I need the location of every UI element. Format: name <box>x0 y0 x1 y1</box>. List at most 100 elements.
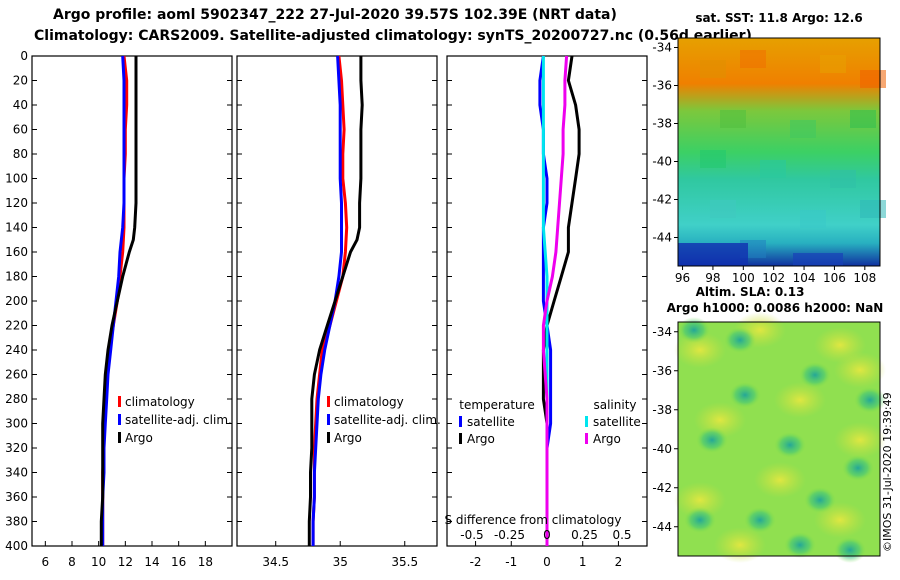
sla-map-patch <box>774 432 806 458</box>
chart-title-line2: Climatology: CARS2009. Satellite-adjuste… <box>34 28 752 44</box>
sla-map-lat-label: -40 <box>652 442 672 456</box>
legend-swatch <box>585 416 588 427</box>
sst-map-lat-label: -42 <box>652 193 672 207</box>
sst-map-lon-label: 98 <box>705 271 720 285</box>
legend-heading-temperature: temperature <box>459 398 534 412</box>
sst-map-lon-label: 108 <box>853 271 876 285</box>
y-tick-label: 40 <box>13 98 28 112</box>
sla-map-patch <box>714 527 766 563</box>
legend-label: climatology <box>334 395 404 409</box>
sla-map-lat-label: -44 <box>652 520 672 534</box>
x-tick-label: 8 <box>68 555 76 569</box>
x-tick-label: 35.5 <box>391 555 418 569</box>
sst-map-lon-label: 106 <box>823 271 846 285</box>
legend-label: Argo <box>125 431 153 445</box>
s-axis-label: S difference from climatology <box>445 513 622 527</box>
sst-map-lat-label: -36 <box>652 79 672 93</box>
chart-title-line1: Argo profile: aoml 5902347_222 27-Jul-20… <box>53 7 617 23</box>
profile-panel-3: -2 -1 0 1 2 temperature satellite Argo salinity s… <box>445 55 648 569</box>
sla-map-patch <box>784 532 816 558</box>
sst-map-patch <box>720 110 746 128</box>
legend-swatch <box>459 416 462 427</box>
s-tick-label: 0.25 <box>571 528 598 542</box>
sla-map-patch <box>744 507 776 533</box>
sst-map-patch <box>830 170 856 188</box>
y-tick-label: 200 <box>5 294 28 308</box>
legend-swatch <box>585 433 588 444</box>
sst-map-lat-label: -34 <box>652 41 672 55</box>
x-tick-label: 35 <box>333 555 348 569</box>
sst-map-frame <box>677 37 881 267</box>
x-tick-label: 18 <box>198 555 213 569</box>
sla-map-patch <box>674 482 726 518</box>
s-tick-label: 0.5 <box>612 528 631 542</box>
sla-map-patch <box>854 387 886 413</box>
sla-map-patch <box>834 422 886 458</box>
legend-label: satellite-adj. clim. <box>334 413 441 427</box>
sst-map-patch <box>790 120 816 138</box>
sla-map-lat-label: -34 <box>652 325 672 339</box>
legend-swatch <box>118 432 121 443</box>
sla-map-patch <box>799 362 831 388</box>
y-tick-label: 220 <box>5 319 28 333</box>
x-tick-label: -2 <box>470 555 482 569</box>
legend-label: satellite-adj. clim. <box>125 413 232 427</box>
sst-map-patch <box>860 200 886 218</box>
s-tick-label: 0 <box>543 528 551 542</box>
sla-map-patch <box>834 537 866 563</box>
y-tick-label: 340 <box>5 466 28 480</box>
sla-map-title-line2: Argo h1000: 0.0086 h2000: NaN <box>667 301 884 315</box>
x-tick-label: 10 <box>91 555 106 569</box>
y-tick-label: 160 <box>5 245 28 259</box>
legend-swatch <box>327 414 330 425</box>
sst-map-lat-label: -38 <box>652 117 672 131</box>
legend-swatch <box>459 433 462 444</box>
sst-map-patch <box>793 253 843 266</box>
sst-map-lon-label: 102 <box>762 271 785 285</box>
x-tick-label: 1 <box>579 555 587 569</box>
y-tick-label: 140 <box>5 221 28 235</box>
x-tick-label: 2 <box>615 555 623 569</box>
y-tick-label: 0 <box>20 49 28 63</box>
series-line <box>99 56 138 546</box>
sst-map-lon-label: 104 <box>793 271 816 285</box>
y-tick-label: 400 <box>5 539 28 553</box>
y-tick-label: 180 <box>5 270 28 284</box>
x-tick-label: 34.5 <box>262 555 289 569</box>
sst-map-patch <box>800 210 826 228</box>
legend-swatch <box>327 432 330 443</box>
profile-panel-2: 34.5 35 35.5 climatology satellite-adj. clim… <box>236 55 441 569</box>
sst-map: sat. SST: 11.8 Argo: 12.6 -34 -36 -38 -40 -42… <box>652 11 886 285</box>
sst-map-patch <box>760 160 786 178</box>
legend-label: Argo <box>467 432 495 446</box>
x-tick-label: 6 <box>42 555 50 569</box>
sla-map-patch <box>684 507 716 533</box>
x-tick-label: 16 <box>171 555 186 569</box>
series-line <box>541 55 569 546</box>
sla-map: Altim. SLA: 0.13 Argo h1000: 0.0086 h2000… <box>652 285 886 563</box>
legend-label: climatology <box>125 395 195 409</box>
sst-map-patch <box>860 70 886 88</box>
s-tick-label: -0.25 <box>494 528 525 542</box>
plot-frame <box>31 55 233 547</box>
sla-map-lat-label: -42 <box>652 481 672 495</box>
sla-map-frame <box>677 321 881 557</box>
sst-map-patch <box>710 200 736 218</box>
legend-label: Argo <box>593 432 621 446</box>
series-line <box>307 56 364 546</box>
sst-map-patch <box>820 55 846 73</box>
y-tick-label: 380 <box>5 515 28 529</box>
sla-map-title-line1: Altim. SLA: 0.13 <box>696 285 805 299</box>
y-tick-label: 320 <box>5 441 28 455</box>
s-tick-label: -0.5 <box>460 528 483 542</box>
sst-map-title: sat. SST: 11.8 Argo: 12.6 <box>695 11 862 25</box>
x-tick-label: 14 <box>144 555 159 569</box>
profile-panel-1: 0 20 40 60 80 100 120 140 160 180 200 220 240 260 280 3… <box>5 49 233 569</box>
sst-map-patch <box>700 150 726 168</box>
y-tick-label: 100 <box>5 172 28 186</box>
y-tick-label: 280 <box>5 392 28 406</box>
legend-label: satellite <box>467 415 515 429</box>
sla-map-lat-label: -36 <box>652 364 672 378</box>
legend-swatch <box>118 414 121 425</box>
sst-map-lon-label: 100 <box>732 271 755 285</box>
